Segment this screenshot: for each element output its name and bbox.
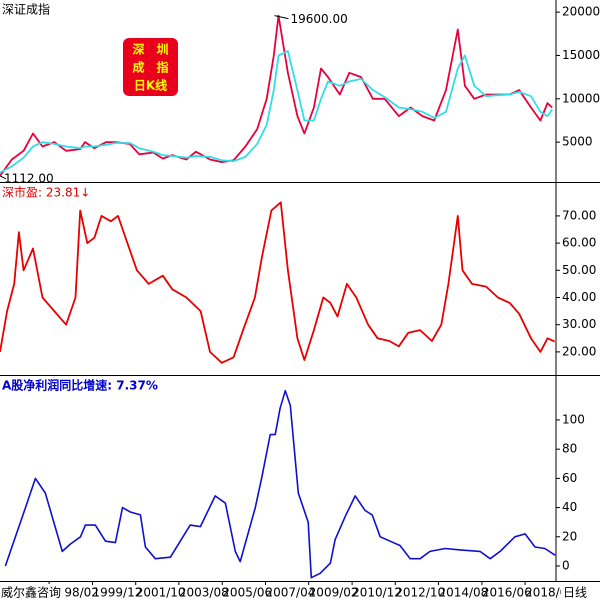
y-tick-label: 30.00 (562, 317, 596, 331)
x-tick-label: 2005/06 (222, 586, 272, 600)
x-tick-label: 2018/0 (525, 586, 567, 600)
y-tick-label: 50.00 (562, 263, 596, 277)
panel-title: 深市盈: 23.81↓ (2, 185, 90, 200)
badge-text: 日K线 (134, 78, 167, 93)
x-tick-label: 2007/04 (265, 586, 315, 600)
y-tick-label: 0 (562, 558, 570, 572)
footer-period: 日线 (563, 586, 587, 600)
y-tick-label: 40 (562, 500, 577, 514)
x-tick-label: 2014/08 (438, 586, 488, 600)
max-label: 19600.00 (290, 12, 347, 26)
y-tick-label: 60 (562, 471, 577, 485)
y-tick-label: 70.00 (562, 208, 596, 222)
x-tick-label: 2003/08 (179, 586, 229, 600)
x-tick-label: 2016/06 (482, 586, 532, 600)
y-tick-label: 20 (562, 529, 577, 543)
series-line (4, 389, 556, 579)
panel-title: 深证成指 (2, 2, 50, 17)
panel-title: A股净利润同比增速: 7.37% (2, 378, 158, 393)
footer-backing (561, 584, 600, 600)
y-tick-label: 40.00 (562, 290, 596, 304)
badge-text: 深 圳 (132, 42, 168, 57)
min-label: 1112.00 (4, 171, 54, 185)
y-tick-label: 80 (562, 442, 577, 456)
x-tick-label: 2001/10 (136, 586, 186, 600)
x-tick-label: 2010/12 (352, 586, 402, 600)
x-tick-label: 1999/12 (93, 586, 143, 600)
y-tick-label: 10000 (562, 91, 600, 105)
x-tick-label: 2009/02 (309, 586, 359, 600)
y-tick-label: 20.00 (562, 344, 596, 358)
y-tick-label: 5000 (562, 135, 593, 149)
y-tick-label: 60.00 (562, 236, 596, 250)
footer-source: 威尔鑫咨询 (1, 585, 61, 600)
y-tick-label: 15000 (562, 48, 600, 62)
x-tick-label: 2012/10 (395, 586, 445, 600)
y-tick-label: 100 (562, 412, 585, 426)
max-pointer (274, 15, 289, 20)
badge (123, 38, 178, 96)
series-line (0, 50, 553, 174)
min-pointer (0, 175, 7, 180)
y-tick-label: 20000 (562, 5, 600, 19)
series-line (0, 201, 555, 364)
badge-text: 成 指 (132, 60, 168, 75)
footer-backing (0, 584, 65, 600)
